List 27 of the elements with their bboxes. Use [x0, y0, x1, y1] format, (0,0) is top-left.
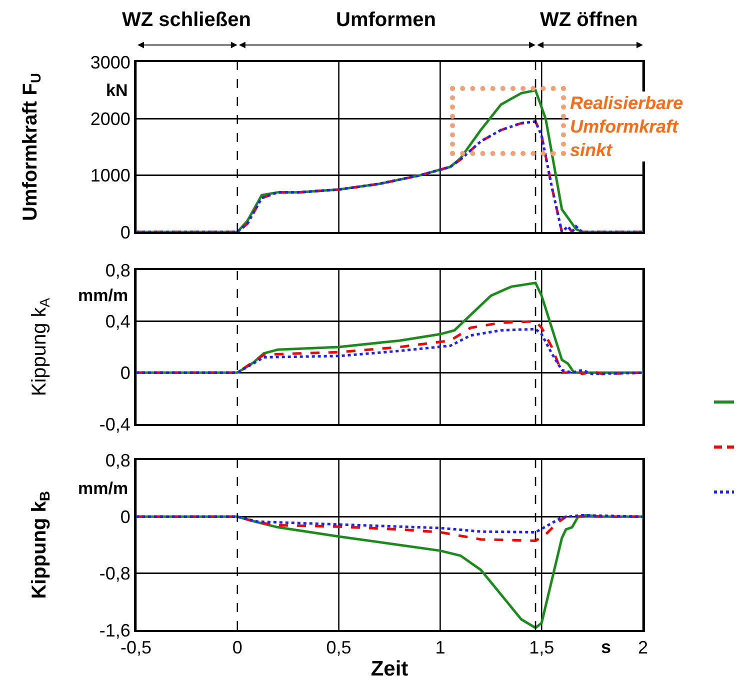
x-tick-label: 1: [435, 638, 446, 658]
y-tick-label: 3000: [90, 52, 130, 72]
text: WZ öffnen: [540, 9, 638, 31]
text: WZ schließen: [122, 9, 251, 31]
y-tick-label: -1,6: [99, 620, 130, 640]
annotation: Realisierbare Umformkraft sinkt: [570, 93, 684, 160]
y-tick-label: 1000: [90, 166, 130, 186]
text: Umformen: [336, 9, 436, 31]
y-tick-label: 0: [120, 362, 130, 383]
y-tick-label: 0: [120, 222, 130, 242]
y-tick-label: 0,8: [105, 260, 130, 280]
x-tick-label: 0,5: [326, 638, 352, 658]
text: kN: [106, 81, 128, 100]
y-tick-label: -0,4: [99, 414, 130, 434]
x-tick-label: 1,5: [529, 638, 554, 658]
y-tick-label: -0,8: [99, 564, 130, 584]
x-tick-label: -0,5: [120, 638, 152, 658]
text: s: [601, 637, 612, 657]
text: mm/m: [78, 286, 128, 305]
text: mm/m: [78, 479, 128, 498]
y-tick-label: 0,4: [105, 312, 130, 332]
x-axis-title: Zeit: [370, 657, 408, 680]
y-tick-label: 0,8: [105, 450, 130, 470]
y-tick-label: 0: [120, 506, 130, 527]
x-tick-label: 2: [638, 638, 648, 658]
y-tick-label: 2000: [90, 108, 130, 129]
x-tick-label: 0: [232, 638, 242, 658]
